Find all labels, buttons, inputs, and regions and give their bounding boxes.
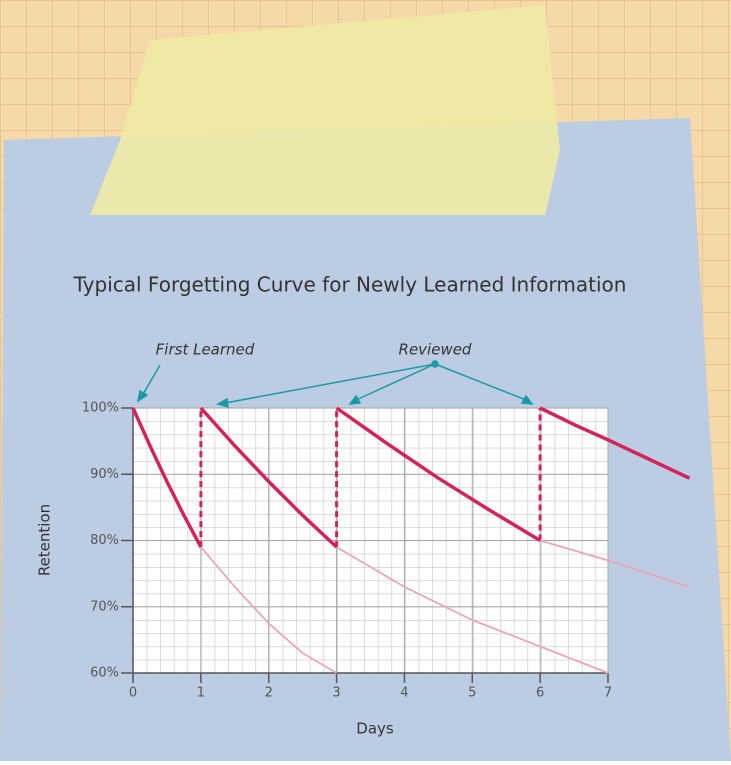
x-tick-label: 3 [332,686,340,701]
x-tick-label: 0 [129,686,137,701]
y-tick-label: 100% [82,401,119,416]
y-tick-label: 90% [90,467,119,482]
chart: Typical Forgetting Curve for Newly Learn… [0,0,731,761]
y-axis-label: Retention [36,504,54,576]
annotation: Reviewed [399,341,472,359]
x-tick-label: 2 [265,686,273,701]
x-tick-label: 6 [536,686,544,701]
x-tick-label: 4 [400,686,408,701]
annotation: First Learned [156,341,255,359]
y-tick-label: 70% [90,599,119,614]
x-tick-label: 1 [197,686,205,701]
x-tick-label: 7 [604,686,612,701]
chart-title: Typical Forgetting Curve for Newly Learn… [73,273,627,297]
x-axis-label: Days [356,720,394,738]
y-tick-label: 80% [90,533,119,548]
x-tick-label: 5 [468,686,476,701]
y-tick-label: 60% [90,666,119,681]
